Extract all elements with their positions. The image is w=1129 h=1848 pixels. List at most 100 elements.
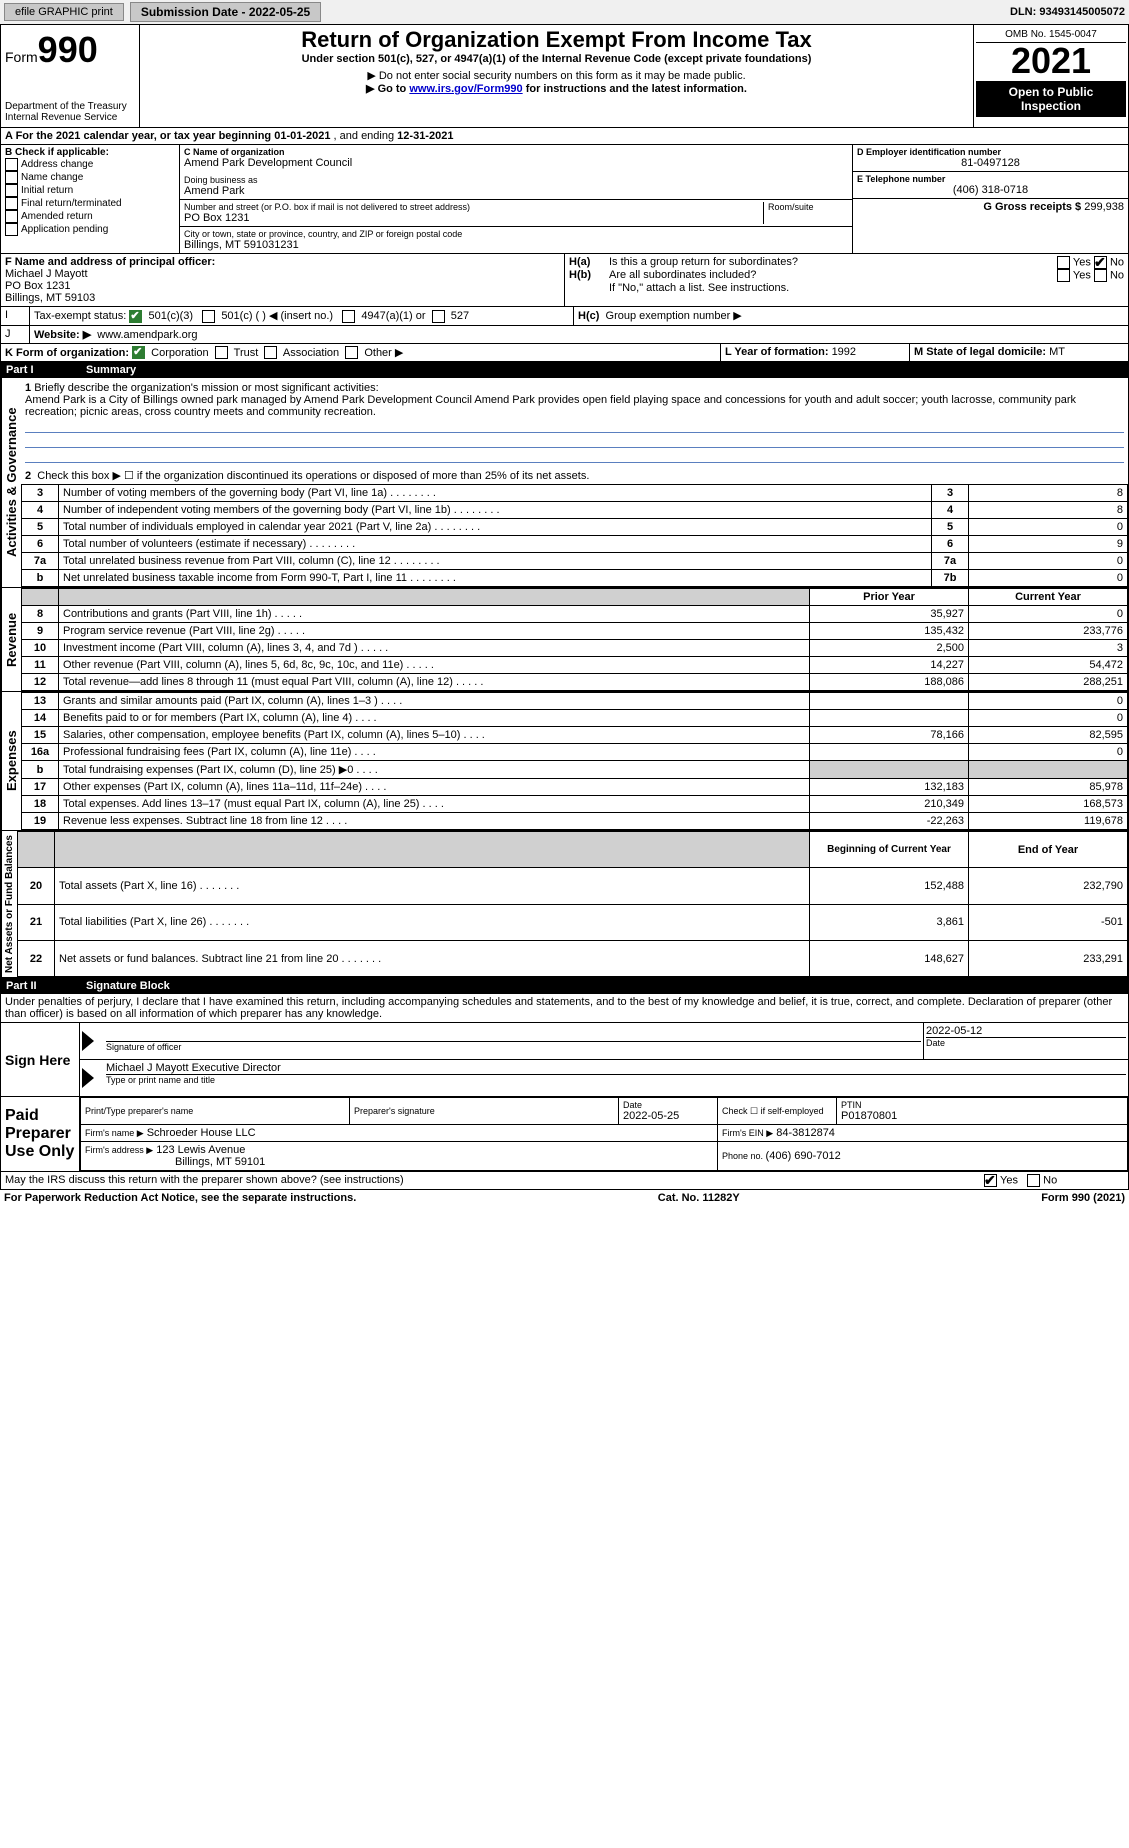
hb-no-checkbox[interactable] [1094,269,1107,282]
table-row: 7aTotal unrelated business revenue from … [22,553,1128,570]
expenses-section: Expenses 13Grants and similar amounts pa… [0,692,1129,831]
revenue-section: Revenue Prior YearCurrent Year8Contribut… [0,588,1129,692]
assoc-checkbox[interactable] [264,346,277,359]
dept-irs: Internal Revenue Service [5,112,135,123]
form-number: 990 [38,29,98,70]
side-label-net: Net Assets or Fund Balances [1,831,17,977]
street-address: PO Box 1231 [184,212,763,224]
discuss-yes-checkbox[interactable] [984,1174,997,1187]
ein: 81-0497128 [857,157,1124,169]
501c-checkbox[interactable] [202,310,215,323]
trust-checkbox[interactable] [215,346,228,359]
discuss-no-checkbox[interactable] [1027,1174,1040,1187]
table-row: 9Program service revenue (Part VIII, lin… [22,623,1128,640]
net-assets-section: Net Assets or Fund Balances Beginning of… [0,831,1129,978]
checkbox-address-change[interactable] [5,158,18,171]
goto-instructions: ▶ Go to www.irs.gov/Form990 for instruct… [146,82,967,95]
mission-text: Amend Park is a City of Billings owned p… [25,394,1076,418]
4947-checkbox[interactable] [342,310,355,323]
period-line: A For the 2021 calendar year, or tax yea… [0,128,1129,145]
hb-yes-checkbox[interactable] [1057,269,1070,282]
table-row: 12Total revenue—add lines 8 through 11 (… [22,674,1128,691]
sig-date: 2022-05-12 [926,1025,1126,1038]
efile-label: efile GRAPHIC print [4,3,124,21]
checkbox-final-return[interactable] [5,197,18,210]
sign-here-block: Sign Here Signature of officer 2022-05-1… [0,1023,1129,1097]
arrow-icon [82,1031,94,1051]
officer-name: Michael J Mayott [5,268,560,280]
checkbox-amended[interactable] [5,210,18,223]
website-url: www.amendpark.org [97,329,197,341]
table-row: 22Net assets or fund balances. Subtract … [18,940,1128,976]
open-to-public: Open to Public Inspection [976,81,1126,117]
part2-header: Part II Signature Block [0,978,1129,994]
box-b: B Check if applicable: Address change Na… [1,145,180,253]
governance-table: 3Number of voting members of the governi… [21,484,1128,587]
checkbox-initial-return[interactable] [5,184,18,197]
box-f: F Name and address of principal officer:… [1,254,565,306]
ptin-value: P01870801 [841,1110,1123,1122]
table-row: 14Benefits paid to or for members (Part … [22,710,1128,727]
table-row: 21Total liabilities (Part X, line 26) . … [18,904,1128,940]
page-footer: For Paperwork Reduction Act Notice, see … [0,1190,1129,1206]
firm-address: 123 Lewis Avenue [156,1144,245,1156]
ha-no-checkbox[interactable] [1094,256,1107,269]
tax-year: 2021 [976,43,1126,79]
arrow-icon [82,1068,94,1088]
table-row: bNet unrelated business taxable income f… [22,570,1128,587]
city-state-zip: Billings, MT 591031231 [184,239,848,251]
room-suite-label: Room/suite [763,202,848,224]
table-row: 8Contributions and grants (Part VIII, li… [22,606,1128,623]
ha-yes-checkbox[interactable] [1057,256,1070,269]
box-d-e-g: D Employer identification number 81-0497… [853,145,1128,253]
entity-info-row: B Check if applicable: Address change Na… [0,145,1129,254]
firm-phone: (406) 690-7012 [766,1150,841,1162]
table-row: 13Grants and similar amounts paid (Part … [22,693,1128,710]
irs-link[interactable]: www.irs.gov/Form990 [409,83,522,95]
part1-body: Activities & Governance 1 Briefly descri… [0,378,1129,588]
firm-ein: 84-3812874 [776,1127,835,1139]
table-row: 11Other revenue (Part VIII, column (A), … [22,657,1128,674]
table-row: 15Salaries, other compensation, employee… [22,727,1128,744]
dept-treasury: Department of the Treasury [5,101,135,112]
dln-label: DLN: 93493145005072 [1010,6,1125,18]
table-row: 3Number of voting members of the governi… [22,485,1128,502]
527-checkbox[interactable] [432,310,445,323]
table-row: 18Total expenses. Add lines 13–17 (must … [22,796,1128,813]
self-employed-check: Check ☐ if self-employed [718,1098,837,1125]
table-row: 5Total number of individuals employed in… [22,519,1128,536]
org-name: Amend Park Development Council [184,157,848,169]
501c3-checkbox[interactable] [129,310,142,323]
checkbox-app-pending[interactable] [5,223,18,236]
side-label-governance: Activities & Governance [1,378,21,587]
table-row: 6Total number of volunteers (estimate if… [22,536,1128,553]
table-row: 20Total assets (Part X, line 16) . . . .… [18,868,1128,904]
gross-receipts: 299,938 [1084,201,1124,213]
checkbox-name-change[interactable] [5,171,18,184]
form-title: Return of Organization Exempt From Incom… [146,27,967,53]
submission-date-button[interactable]: Submission Date - 2022-05-25 [130,2,321,22]
side-label-revenue: Revenue [1,588,21,691]
table-row: 17Other expenses (Part IX, column (A), l… [22,779,1128,796]
form-org-row: K Form of organization: Corporation Trus… [0,344,1129,363]
table-row: 10Investment income (Part VIII, column (… [22,640,1128,657]
table-row: 16aProfessional fundraising fees (Part I… [22,744,1128,761]
table-row: 4Number of independent voting members of… [22,502,1128,519]
website-row: J Website: ▶ www.amendpark.org [0,326,1129,344]
officer-printed-name: Michael J Mayott Executive Director [106,1062,1126,1075]
paid-preparer-block: Paid Preparer Use Only Print/Type prepar… [0,1097,1129,1172]
box-h: H(a) Is this a group return for subordin… [565,254,1128,306]
form-subtitle: Under section 501(c), 527, or 4947(a)(1)… [146,53,967,65]
other-checkbox[interactable] [345,346,358,359]
officer-group-row: F Name and address of principal officer:… [0,254,1129,307]
side-label-expenses: Expenses [1,692,21,830]
part1-header: Part I Summary [0,362,1129,378]
top-bar: efile GRAPHIC print Submission Date - 20… [0,0,1129,24]
state-domicile: MT [1049,346,1065,358]
box-c: C Name of organization Amend Park Develo… [180,145,853,253]
perjury-statement: Under penalties of perjury, I declare th… [0,994,1129,1023]
corp-checkbox[interactable] [132,346,145,359]
firm-name: Schroeder House LLC [147,1127,256,1139]
preparer-date: 2022-05-25 [623,1110,713,1122]
ssn-warning: ▶ Do not enter social security numbers o… [146,69,967,82]
